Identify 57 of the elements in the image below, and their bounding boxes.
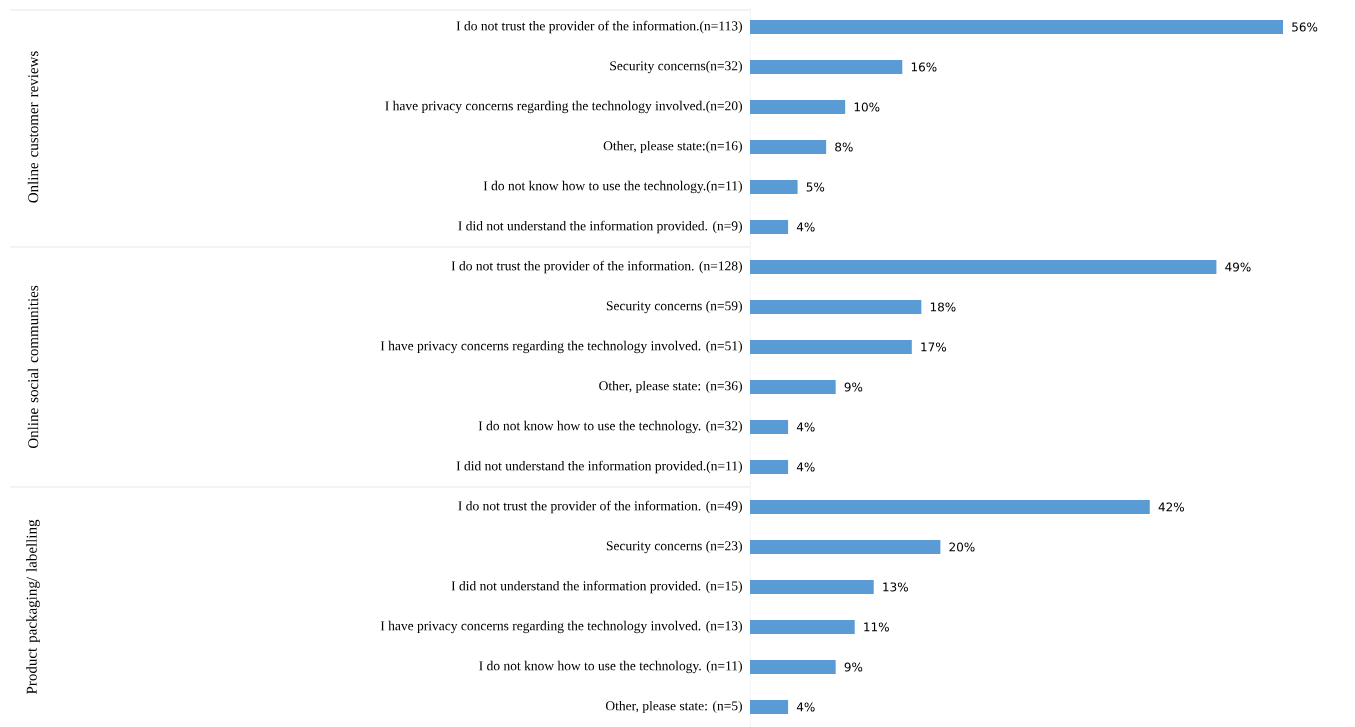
data-label: 13% <box>883 582 908 592</box>
y-tick-label: I did not understand the information provided. (n=15) <box>451 580 742 594</box>
bar <box>750 699 789 714</box>
data-label: 5% <box>806 182 825 192</box>
bar <box>750 179 798 194</box>
bar <box>750 219 789 234</box>
data-label: 56% <box>1292 22 1318 32</box>
y-tick-label: Other, please state: (n=36) <box>599 380 742 394</box>
y-tick-label: Security concerns (n=59) <box>606 300 742 314</box>
data-label: 4% <box>796 222 815 232</box>
bar <box>750 59 903 74</box>
y-tick-label: I do not trust the provider of the information. (n=128) <box>451 260 742 274</box>
bar <box>750 299 922 314</box>
y-tick-label: Security concerns(n=32) <box>610 60 742 74</box>
bar <box>750 379 836 394</box>
y-tick-label: I do not know how to use the technology. (n=11) <box>479 660 742 674</box>
bar <box>750 619 855 634</box>
data-label: 18% <box>930 302 956 312</box>
bar <box>750 99 846 114</box>
text: Online social communities <box>27 285 39 448</box>
y-tick-label: Other, please state:(n=16) <box>603 140 742 154</box>
data-label: 42% <box>1158 502 1184 512</box>
data-label: 16% <box>911 62 937 72</box>
data-label: 4% <box>796 702 815 712</box>
bar <box>750 459 789 474</box>
y-tick-label: I have privacy concerns regarding the technology involved. (n=51) <box>380 340 742 354</box>
text: Product packaging/ labelling <box>26 519 40 694</box>
y-tick-label: I have privacy concerns regarding the technology involved.(n=20) <box>385 100 742 114</box>
data-label: 49% <box>1225 262 1251 272</box>
y-tick-label: I have privacy concerns regarding the technology involved. (n=13) <box>380 620 742 634</box>
data-label: 8% <box>835 142 853 152</box>
bar <box>750 19 1284 34</box>
data-label: 20% <box>949 542 975 552</box>
y-tick-label: I did not understand the information provided. (n=9) <box>458 220 742 234</box>
data-label: 10% <box>854 102 880 112</box>
text: Online customer reviews <box>27 51 39 203</box>
bar <box>750 659 836 674</box>
bar <box>750 419 789 434</box>
data-label: 4% <box>796 422 815 432</box>
bar <box>750 139 827 154</box>
y-tick-label: I do not know how to use the technology.(n=11) <box>483 180 742 194</box>
y-tick-label: Security concerns (n=23) <box>606 540 742 554</box>
data-label: 11% <box>864 622 889 632</box>
bar <box>750 259 1217 274</box>
bar <box>750 539 941 554</box>
data-label: 4% <box>796 462 815 472</box>
bar <box>750 339 912 354</box>
y-tick-label: I do not trust the provider of the information. (n=49) <box>458 500 742 514</box>
y-tick-label: Other, please state: (n=5) <box>605 700 742 714</box>
data-label: 9% <box>844 662 863 672</box>
bar <box>750 499 1150 514</box>
data-label: 9% <box>844 382 863 392</box>
data-label: 17% <box>921 342 947 352</box>
bar <box>750 579 874 594</box>
y-tick-label: I do not trust the provider of the information.(n=113) <box>456 20 742 34</box>
y-tick-label: I did not understand the information provided.(n=11) <box>456 460 742 474</box>
y-tick-label: I do not know how to use the technology. (n=32) <box>478 420 742 434</box>
